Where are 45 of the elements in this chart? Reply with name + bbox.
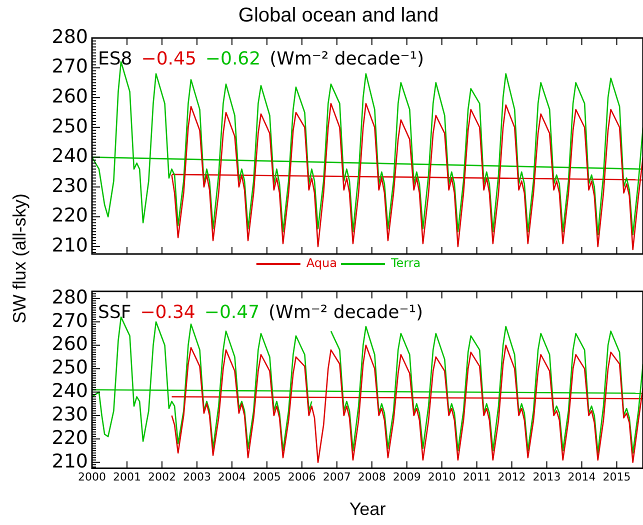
- annotation: (Wm⁻² decade⁻¹): [268, 302, 423, 324]
- x-tick-label: 2008: [358, 470, 386, 484]
- legend-label: Terra: [390, 256, 421, 270]
- y-tick-label: 280: [52, 26, 88, 48]
- x-tick-label: 2009: [392, 470, 421, 484]
- annotation: ES8: [98, 48, 132, 70]
- x-tick-label: 2002: [148, 470, 176, 484]
- annotation: (Wm⁻² decade⁻¹): [270, 48, 424, 70]
- y-tick-label: 260: [52, 333, 88, 356]
- y-tick-label: 210: [52, 450, 88, 472]
- x-tick-label: 2004: [218, 470, 246, 484]
- x-tick-label: 2012: [498, 470, 526, 484]
- y-tick-label: 220: [52, 204, 88, 227]
- x-tick-label: 2011: [462, 470, 491, 484]
- y-tick-label: 210: [52, 234, 88, 256]
- x-tick-label: 2010: [428, 470, 456, 484]
- y-tick-label: 230: [52, 403, 88, 426]
- y-tick-label: 230: [52, 174, 88, 197]
- y-tick-label: 240: [52, 145, 88, 168]
- annotation: −0.47: [204, 302, 260, 324]
- annotation: −0.62: [205, 48, 261, 70]
- y-tick-label: 280: [52, 286, 88, 308]
- x-tick-label: 2007: [322, 470, 351, 484]
- x-tick-label: 2003: [182, 470, 211, 484]
- y-tick-label: 270: [52, 56, 88, 78]
- y-tick-label: 220: [52, 426, 88, 449]
- y-axis-title: SW flux (all-sky): [10, 192, 30, 326]
- x-tick-label: 2014: [568, 470, 596, 484]
- y-tick-label: 260: [52, 86, 88, 108]
- y-tick-label: 250: [52, 115, 88, 138]
- y-tick-label: 250: [52, 356, 88, 379]
- x-tick-label: 2013: [532, 470, 561, 484]
- x-tick-label: 2015: [602, 470, 631, 484]
- annotation: −0.45: [141, 48, 196, 70]
- x-tick-label: 2001: [112, 470, 141, 484]
- x-tick-label: 2006: [288, 470, 316, 484]
- annotation: SSF: [98, 302, 132, 324]
- x-tick-label: 2005: [252, 470, 281, 484]
- x-axis-title: Year: [349, 499, 386, 520]
- chart-title: Global ocean and land: [238, 4, 439, 27]
- legend-label: Aqua: [306, 256, 337, 270]
- annotation: −0.34: [140, 302, 196, 324]
- y-tick-label: 270: [52, 310, 88, 332]
- x-tick-label: 2000: [78, 470, 106, 484]
- y-tick-label: 240: [52, 380, 88, 402]
